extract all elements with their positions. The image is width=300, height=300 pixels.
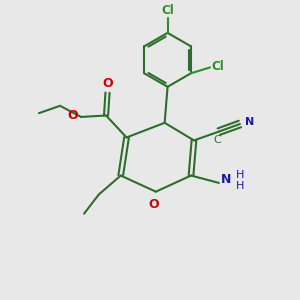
Text: Cl: Cl bbox=[161, 4, 174, 17]
Text: C: C bbox=[214, 135, 222, 146]
Text: O: O bbox=[102, 77, 113, 90]
Text: O: O bbox=[68, 109, 78, 122]
Text: N: N bbox=[221, 173, 232, 186]
Text: Cl: Cl bbox=[212, 60, 224, 73]
Text: H: H bbox=[236, 170, 244, 180]
Text: H: H bbox=[236, 182, 244, 191]
Text: N: N bbox=[245, 117, 254, 127]
Text: O: O bbox=[148, 198, 159, 211]
